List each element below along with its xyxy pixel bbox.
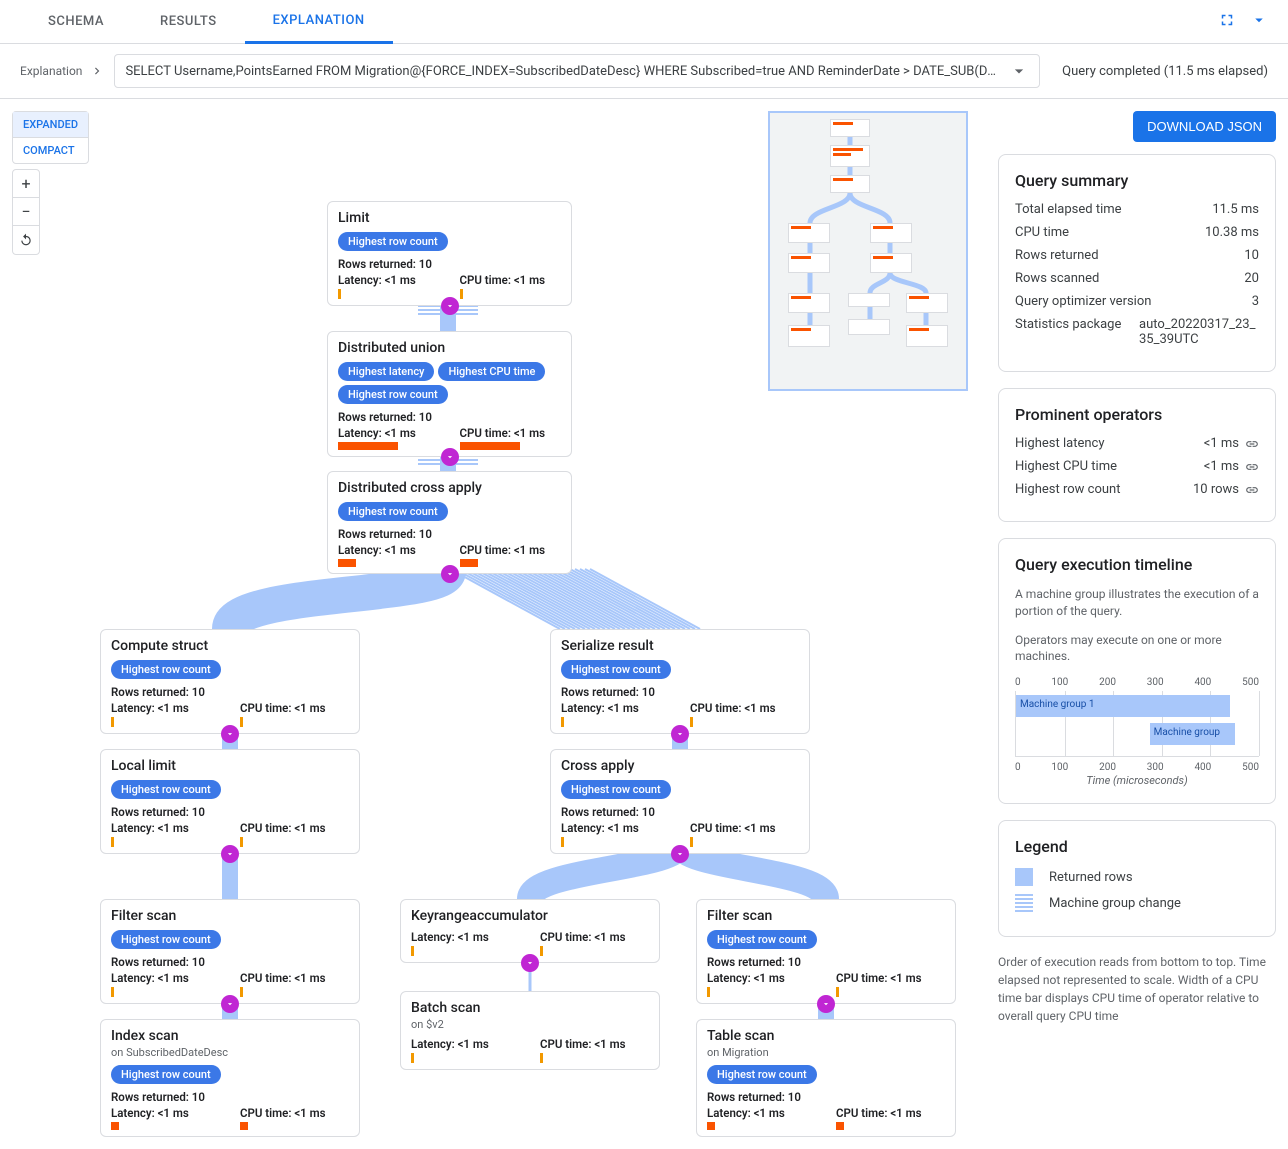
collapse-icon[interactable] bbox=[221, 725, 239, 743]
node-cross-apply[interactable]: Cross apply Highest row count Rows retur… bbox=[550, 749, 810, 854]
node-limit[interactable]: Limit Highest row count Rows returned: 1… bbox=[327, 201, 572, 306]
collapse-icon[interactable] bbox=[221, 845, 239, 863]
node-keyrange[interactable]: Keyrangeaccumulator Latency: <1 msCPU ti… bbox=[400, 899, 660, 963]
tab-schema[interactable]: SCHEMA bbox=[20, 0, 132, 44]
view-expanded[interactable]: EXPANDED bbox=[13, 112, 88, 138]
collapse-icon[interactable] bbox=[441, 297, 459, 315]
zoom-in-button[interactable]: + bbox=[13, 170, 39, 198]
fullscreen-icon[interactable] bbox=[1218, 11, 1236, 33]
collapse-icon[interactable] bbox=[817, 995, 835, 1013]
node-distributed-cross-apply[interactable]: Distributed cross apply Highest row coun… bbox=[327, 471, 572, 574]
tab-results[interactable]: RESULTS bbox=[132, 0, 245, 44]
chevron-right-icon bbox=[90, 64, 104, 78]
chevron-down-icon[interactable] bbox=[1250, 11, 1268, 33]
collapse-icon[interactable] bbox=[441, 565, 459, 583]
collapse-icon[interactable] bbox=[441, 448, 459, 466]
node-table-scan[interactable]: Table scan on Migration Highest row coun… bbox=[696, 1019, 956, 1137]
link-icon[interactable] bbox=[1245, 437, 1259, 451]
collapse-icon[interactable] bbox=[221, 995, 239, 1013]
link-icon[interactable] bbox=[1245, 460, 1259, 474]
collapse-icon[interactable] bbox=[671, 725, 689, 743]
collapse-icon[interactable] bbox=[671, 845, 689, 863]
dropdown-icon bbox=[1009, 61, 1029, 81]
zoom-reset-button[interactable] bbox=[13, 226, 39, 254]
node-compute-struct[interactable]: Compute struct Highest row count Rows re… bbox=[100, 629, 360, 734]
panel-query-summary: Query summary Total elapsed time11.5 ms … bbox=[998, 154, 1276, 372]
legend-swatch-returned bbox=[1015, 868, 1033, 886]
minimap[interactable] bbox=[768, 111, 968, 391]
node-serialize-result[interactable]: Serialize result Highest row count Rows … bbox=[550, 629, 810, 734]
node-distributed-union[interactable]: Distributed union Highest latencyHighest… bbox=[327, 331, 572, 457]
zoom-out-button[interactable]: − bbox=[13, 198, 39, 226]
node-index-scan[interactable]: Index scan on SubscribedDateDesc Highest… bbox=[100, 1019, 360, 1137]
view-toggle: EXPANDED COMPACT bbox=[12, 111, 89, 164]
node-local-limit[interactable]: Local limit Highest row count Rows retur… bbox=[100, 749, 360, 854]
panel-timeline: Query execution timeline A machine group… bbox=[998, 538, 1276, 804]
view-compact[interactable]: COMPACT bbox=[13, 138, 88, 163]
link-icon[interactable] bbox=[1245, 483, 1259, 497]
timeline-chart: 0100200300400500 Machine group 1 Machine… bbox=[1015, 677, 1259, 787]
breadcrumb: Explanation bbox=[20, 64, 82, 78]
node-filter-scan-1[interactable]: Filter scan Highest row count Rows retur… bbox=[100, 899, 360, 1004]
legend-swatch-change bbox=[1015, 894, 1033, 912]
node-batch-scan[interactable]: Batch scan on $v2 Latency: <1 msCPU time… bbox=[400, 991, 660, 1070]
node-filter-scan-2[interactable]: Filter scan Highest row count Rows retur… bbox=[696, 899, 956, 1004]
tab-explanation[interactable]: EXPLANATION bbox=[245, 0, 393, 44]
panel-prominent-operators: Prominent operators Highest latency<1 ms… bbox=[998, 388, 1276, 522]
footnote: Order of execution reads from bottom to … bbox=[998, 953, 1276, 1025]
query-select[interactable]: SELECT Username,PointsEarned FROM Migrat… bbox=[114, 54, 1040, 88]
panel-legend: Legend Returned rows Machine group chang… bbox=[998, 820, 1276, 937]
download-json-button[interactable]: DOWNLOAD JSON bbox=[1133, 111, 1276, 142]
query-status: Query completed (11.5 ms elapsed) bbox=[1062, 64, 1268, 79]
collapse-icon[interactable] bbox=[521, 954, 539, 972]
